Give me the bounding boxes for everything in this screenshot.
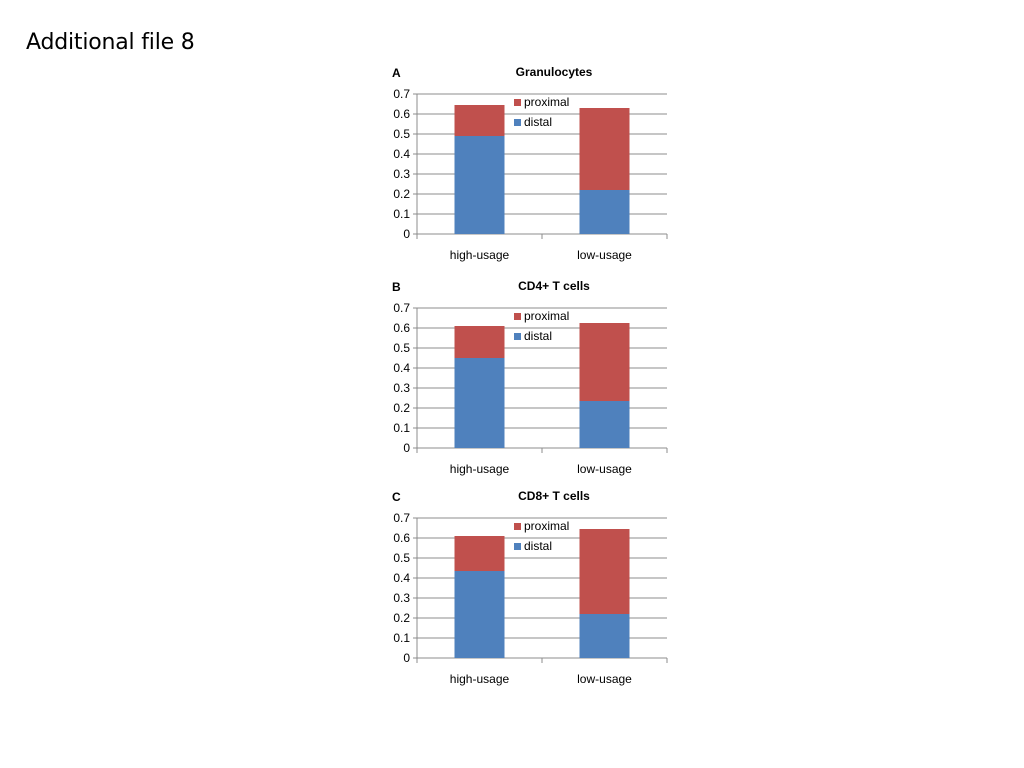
legend-swatch-distal xyxy=(514,333,521,340)
y-tick-label: 0.3 xyxy=(393,381,410,395)
bar-proximal xyxy=(454,105,505,136)
x-tick-label: high-usage xyxy=(450,462,510,476)
bar-distal xyxy=(454,358,505,448)
y-tick-label: 0.3 xyxy=(393,167,410,181)
bar-proximal xyxy=(454,326,505,358)
bar-proximal xyxy=(579,529,630,614)
y-tick-label: 0.4 xyxy=(393,147,410,161)
chart-panel-b: B CD4+ T cells 0 0.1 0.2 0.3 0.4 0.5 0.6 0.7 high-… xyxy=(380,276,680,486)
y-tick-label: 0 xyxy=(403,227,410,241)
y-tick-label: 0.1 xyxy=(393,631,410,645)
y-tick-label: 0.7 xyxy=(393,511,410,525)
y-tick-label: 0.5 xyxy=(393,551,410,565)
y-tick-label: 0.7 xyxy=(393,301,410,315)
chart-svg-c: C CD8+ T cells 0 0.1 0.2 0.3 0.4 0.5 0.6 0.7 high-… xyxy=(392,489,668,686)
x-tick-label: low-usage xyxy=(577,248,632,262)
legend-swatch-distal xyxy=(514,543,521,550)
panel-label: C xyxy=(392,490,401,504)
legend-swatch-proximal xyxy=(514,313,521,320)
bar-distal xyxy=(579,190,630,234)
chart-panel-c: C CD8+ T cells 0 0.1 0.2 0.3 0.4 0.5 0.6 0.7 high-… xyxy=(380,486,680,696)
y-tick-label: 0.4 xyxy=(393,571,410,585)
y-tick-label: 0.5 xyxy=(393,341,410,355)
bar-distal xyxy=(579,401,630,448)
chart-title: CD4+ T cells xyxy=(518,279,590,293)
y-tick-label: 0.2 xyxy=(393,401,410,415)
y-tick-label: 0.2 xyxy=(393,611,410,625)
x-tick-label: low-usage xyxy=(577,462,632,476)
y-tick-label: 0.4 xyxy=(393,361,410,375)
chart-title: Granulocytes xyxy=(516,65,593,79)
bar-proximal xyxy=(579,108,630,190)
bar-distal xyxy=(454,571,505,658)
y-tick-label: 0 xyxy=(403,651,410,665)
bar-distal xyxy=(579,614,630,658)
y-tick-label: 0.3 xyxy=(393,591,410,605)
x-tick-label: high-usage xyxy=(450,248,510,262)
y-tick-label: 0 xyxy=(403,441,410,455)
y-tick-label: 0.6 xyxy=(393,321,410,335)
y-tick-label: 0.2 xyxy=(393,187,410,201)
legend-label-distal: distal xyxy=(524,539,552,553)
bar-proximal xyxy=(454,536,505,571)
x-tick-label: high-usage xyxy=(450,672,510,686)
legend-swatch-proximal xyxy=(514,523,521,530)
bar-proximal xyxy=(579,323,630,401)
legend-swatch-distal xyxy=(514,119,521,126)
y-tick-label: 0.6 xyxy=(393,531,410,545)
y-tick-label: 0.1 xyxy=(393,207,410,221)
x-tick-label: low-usage xyxy=(577,672,632,686)
chart-panel-a: A Granulocytes 0 0.1 0.2 0.3 0.4 0.5 0.6 0.7 high-… xyxy=(380,62,680,272)
bar-distal xyxy=(454,136,505,234)
legend-label-proximal: proximal xyxy=(524,95,569,109)
panel-label: A xyxy=(392,66,401,80)
legend-label-proximal: proximal xyxy=(524,519,569,533)
y-tick-label: 0.1 xyxy=(393,421,410,435)
legend-swatch-proximal xyxy=(514,99,521,106)
y-tick-label: 0.7 xyxy=(393,87,410,101)
chart-svg-b: B CD4+ T cells 0 0.1 0.2 0.3 0.4 0.5 0.6 0.7 high-… xyxy=(392,279,668,476)
panel-label: B xyxy=(392,280,401,294)
legend-label-distal: distal xyxy=(524,329,552,343)
legend-label-distal: distal xyxy=(524,115,552,129)
chart-svg-a: A Granulocytes 0 0.1 0.2 0.3 0.4 0.5 0.6 0.7 high-… xyxy=(392,65,668,262)
y-tick-label: 0.5 xyxy=(393,127,410,141)
y-tick-label: 0.6 xyxy=(393,107,410,121)
chart-title: CD8+ T cells xyxy=(518,489,590,503)
slide-title: Additional file 8 xyxy=(26,30,195,55)
legend-label-proximal: proximal xyxy=(524,309,569,323)
